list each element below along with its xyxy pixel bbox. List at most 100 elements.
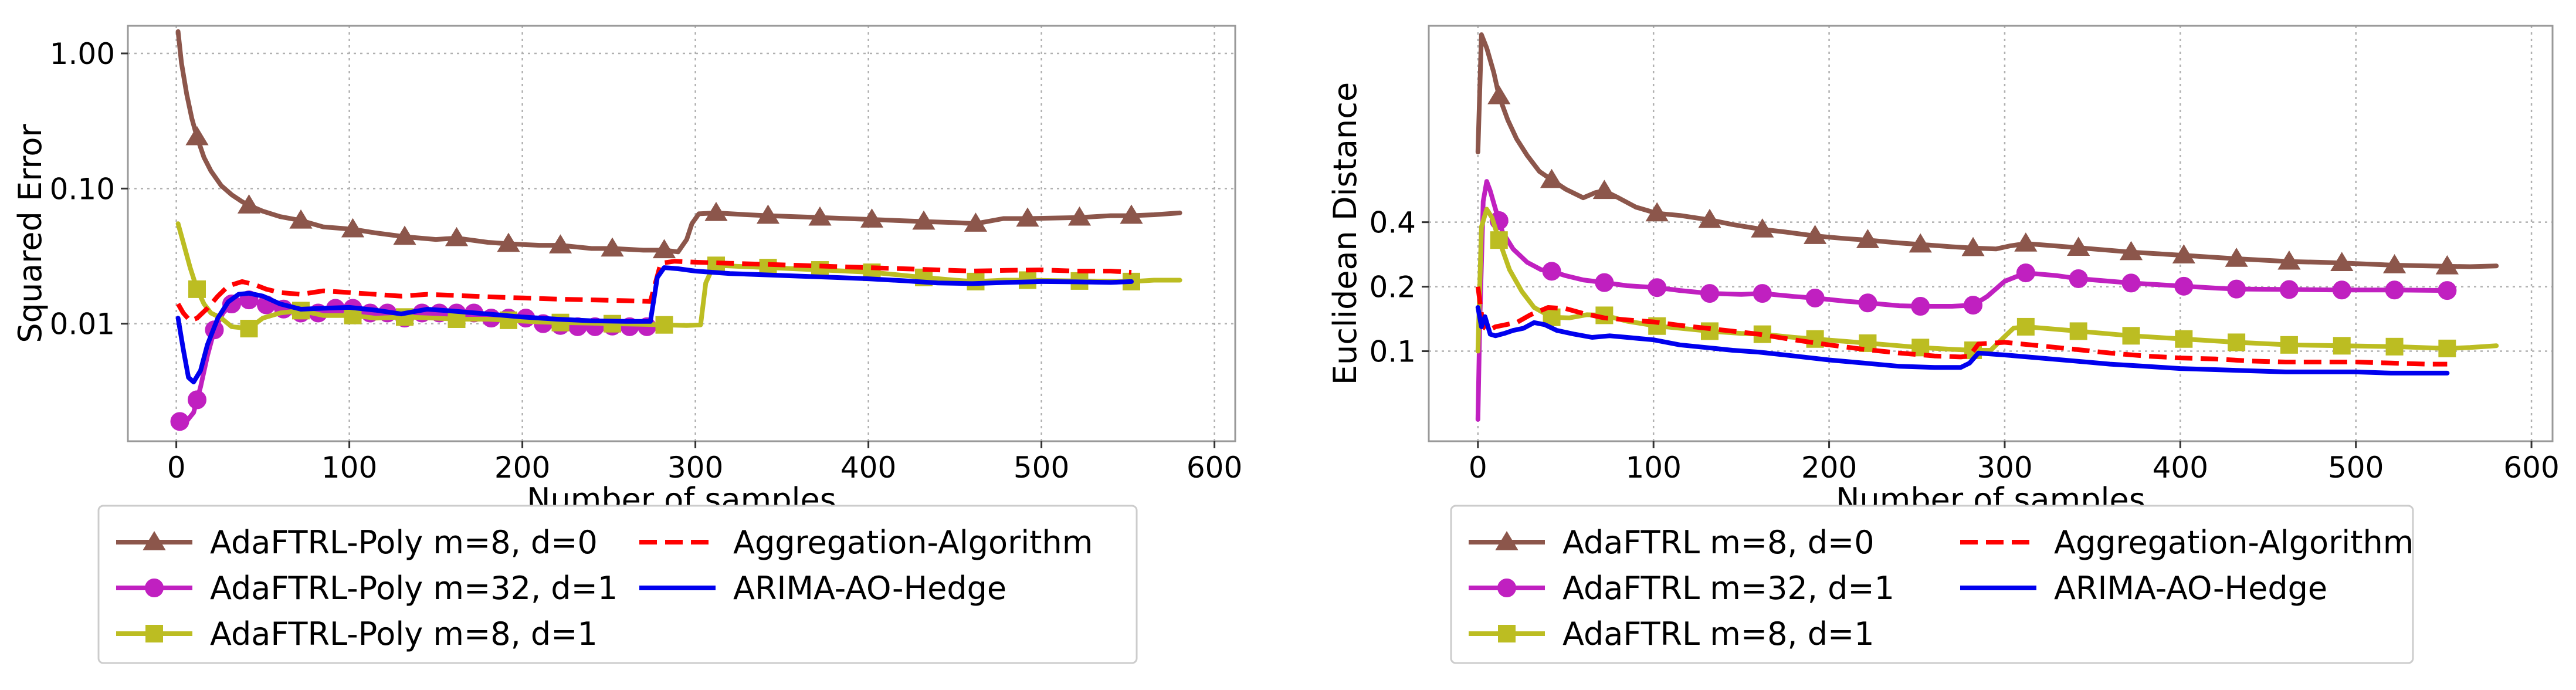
series-marker-1 [1120, 204, 1143, 224]
series-marker-2 [2016, 263, 2035, 283]
series-marker-2 [2438, 281, 2457, 300]
x-tick-label: 400 [2153, 451, 2208, 485]
legend-box [97, 505, 1138, 664]
legend-marker-2 [1497, 579, 1516, 597]
x-tick-label: 100 [1625, 451, 1681, 485]
x-tick-label: 0 [167, 451, 186, 485]
series-marker-1 [393, 225, 416, 245]
series-marker-2 [170, 412, 189, 431]
legend-marker-1 [1495, 531, 1519, 550]
series-marker-3 [2228, 333, 2246, 351]
series-marker-3 [2280, 336, 2298, 354]
series-marker-1 [1909, 233, 1932, 253]
series-marker-3 [240, 320, 258, 338]
series-marker-1 [445, 226, 469, 246]
series-marker-1 [1487, 84, 1511, 104]
series-marker-1 [2172, 244, 2195, 263]
series-marker-1 [601, 237, 624, 257]
series-marker-3 [1806, 330, 1824, 348]
series-marker-1 [2277, 250, 2301, 270]
series-marker-1 [704, 201, 728, 221]
x-tick-label: 600 [2503, 451, 2559, 485]
series-marker-2 [2174, 276, 2194, 296]
x-tick-label: 200 [494, 451, 550, 485]
series-marker-1 [756, 204, 780, 224]
series-marker-1 [341, 218, 365, 238]
legend-label-1: AdaFTRL m=8, d=0 [1562, 524, 1875, 561]
legend-label-1: AdaFTRL-Poly m=8, d=0 [210, 524, 598, 561]
series-marker-1 [2225, 248, 2248, 267]
legend-label-3: AdaFTRL m=8, d=1 [1562, 615, 1875, 652]
series-marker-3 [655, 316, 673, 334]
legend-label-4: Aggregation-Algorithm [733, 524, 1093, 561]
plot-frame [127, 25, 1236, 442]
series-marker-1 [2330, 252, 2354, 271]
series-marker-3 [2438, 339, 2456, 357]
y-axis-label: Euclidean Distance [1327, 82, 1364, 385]
series-marker-1 [808, 206, 832, 226]
series-marker-2 [1964, 296, 1983, 315]
y-tick-label: 0.01 [50, 307, 115, 341]
series-marker-1 [2382, 254, 2406, 273]
legend-box [1450, 505, 2414, 664]
x-tick-label: 600 [1187, 451, 1242, 485]
series-marker-2 [2385, 280, 2404, 300]
x-tick-label: 500 [1014, 451, 1069, 485]
x-tick-label: 200 [1801, 451, 1857, 485]
series-marker-1 [860, 208, 884, 228]
x-tick-label: 300 [1977, 451, 2032, 485]
legend-marker-1 [143, 531, 166, 550]
series-marker-1 [1961, 236, 1985, 256]
series-marker-3 [2385, 337, 2404, 356]
series-marker-1 [1804, 225, 1827, 244]
series-marker-1 [2119, 241, 2143, 261]
series-marker-2 [1805, 288, 1825, 307]
series-marker-3 [2122, 327, 2140, 345]
legend-marker-3 [1498, 625, 1516, 642]
series-marker-1 [1698, 208, 1721, 228]
series-marker-3 [2016, 317, 2035, 336]
y-tick-label: 0.4 [1369, 206, 1416, 240]
series-line-4 [1475, 286, 2448, 367]
plot-frame [1428, 25, 2554, 442]
series-marker-2 [222, 295, 241, 314]
series-line-2 [1475, 179, 2450, 422]
series-marker-1 [964, 212, 988, 232]
x-tick-label: 300 [667, 451, 723, 485]
series-marker-3 [1490, 231, 1508, 249]
series-marker-1 [1592, 180, 1616, 199]
x-tick-label: 500 [2328, 451, 2384, 485]
series-marker-2 [2069, 269, 2088, 288]
series-line-4 [176, 259, 1132, 323]
series-line-5 [175, 265, 1134, 385]
series-line-3 [1475, 207, 2499, 354]
series-marker-2 [1753, 284, 1772, 303]
series-marker-1 [1856, 229, 1880, 248]
series-marker-2 [2121, 273, 2141, 293]
series-marker-1 [912, 210, 936, 230]
series-marker-1 [1751, 218, 1774, 238]
series-marker-2 [2227, 279, 2246, 299]
legend-label-2: AdaFTRL m=32, d=1 [1562, 570, 1894, 607]
series-marker-1 [2014, 232, 2038, 252]
legend-label-2: AdaFTRL-Poly m=32, d=1 [210, 570, 618, 607]
series-marker-1 [652, 239, 676, 259]
series-marker-3 [1701, 322, 1719, 340]
series-marker-2 [188, 390, 206, 410]
series-marker-3 [2069, 322, 2087, 340]
legend-label-5: ARIMA-AO-Hedge [2054, 570, 2327, 607]
series-marker-3 [2333, 337, 2351, 355]
series-marker-1 [548, 234, 572, 253]
series-marker-1 [1016, 207, 1039, 227]
series-marker-1 [497, 232, 520, 252]
series-marker-1 [289, 209, 313, 229]
x-tick-label: 0 [1469, 451, 1487, 485]
series-marker-2 [1595, 273, 1614, 292]
y-tick-label: 0.2 [1369, 270, 1416, 305]
y-tick-label: 0.10 [50, 172, 115, 206]
legend-label-5: ARIMA-AO-Hedge [733, 570, 1006, 607]
series-marker-2 [1911, 297, 1930, 316]
